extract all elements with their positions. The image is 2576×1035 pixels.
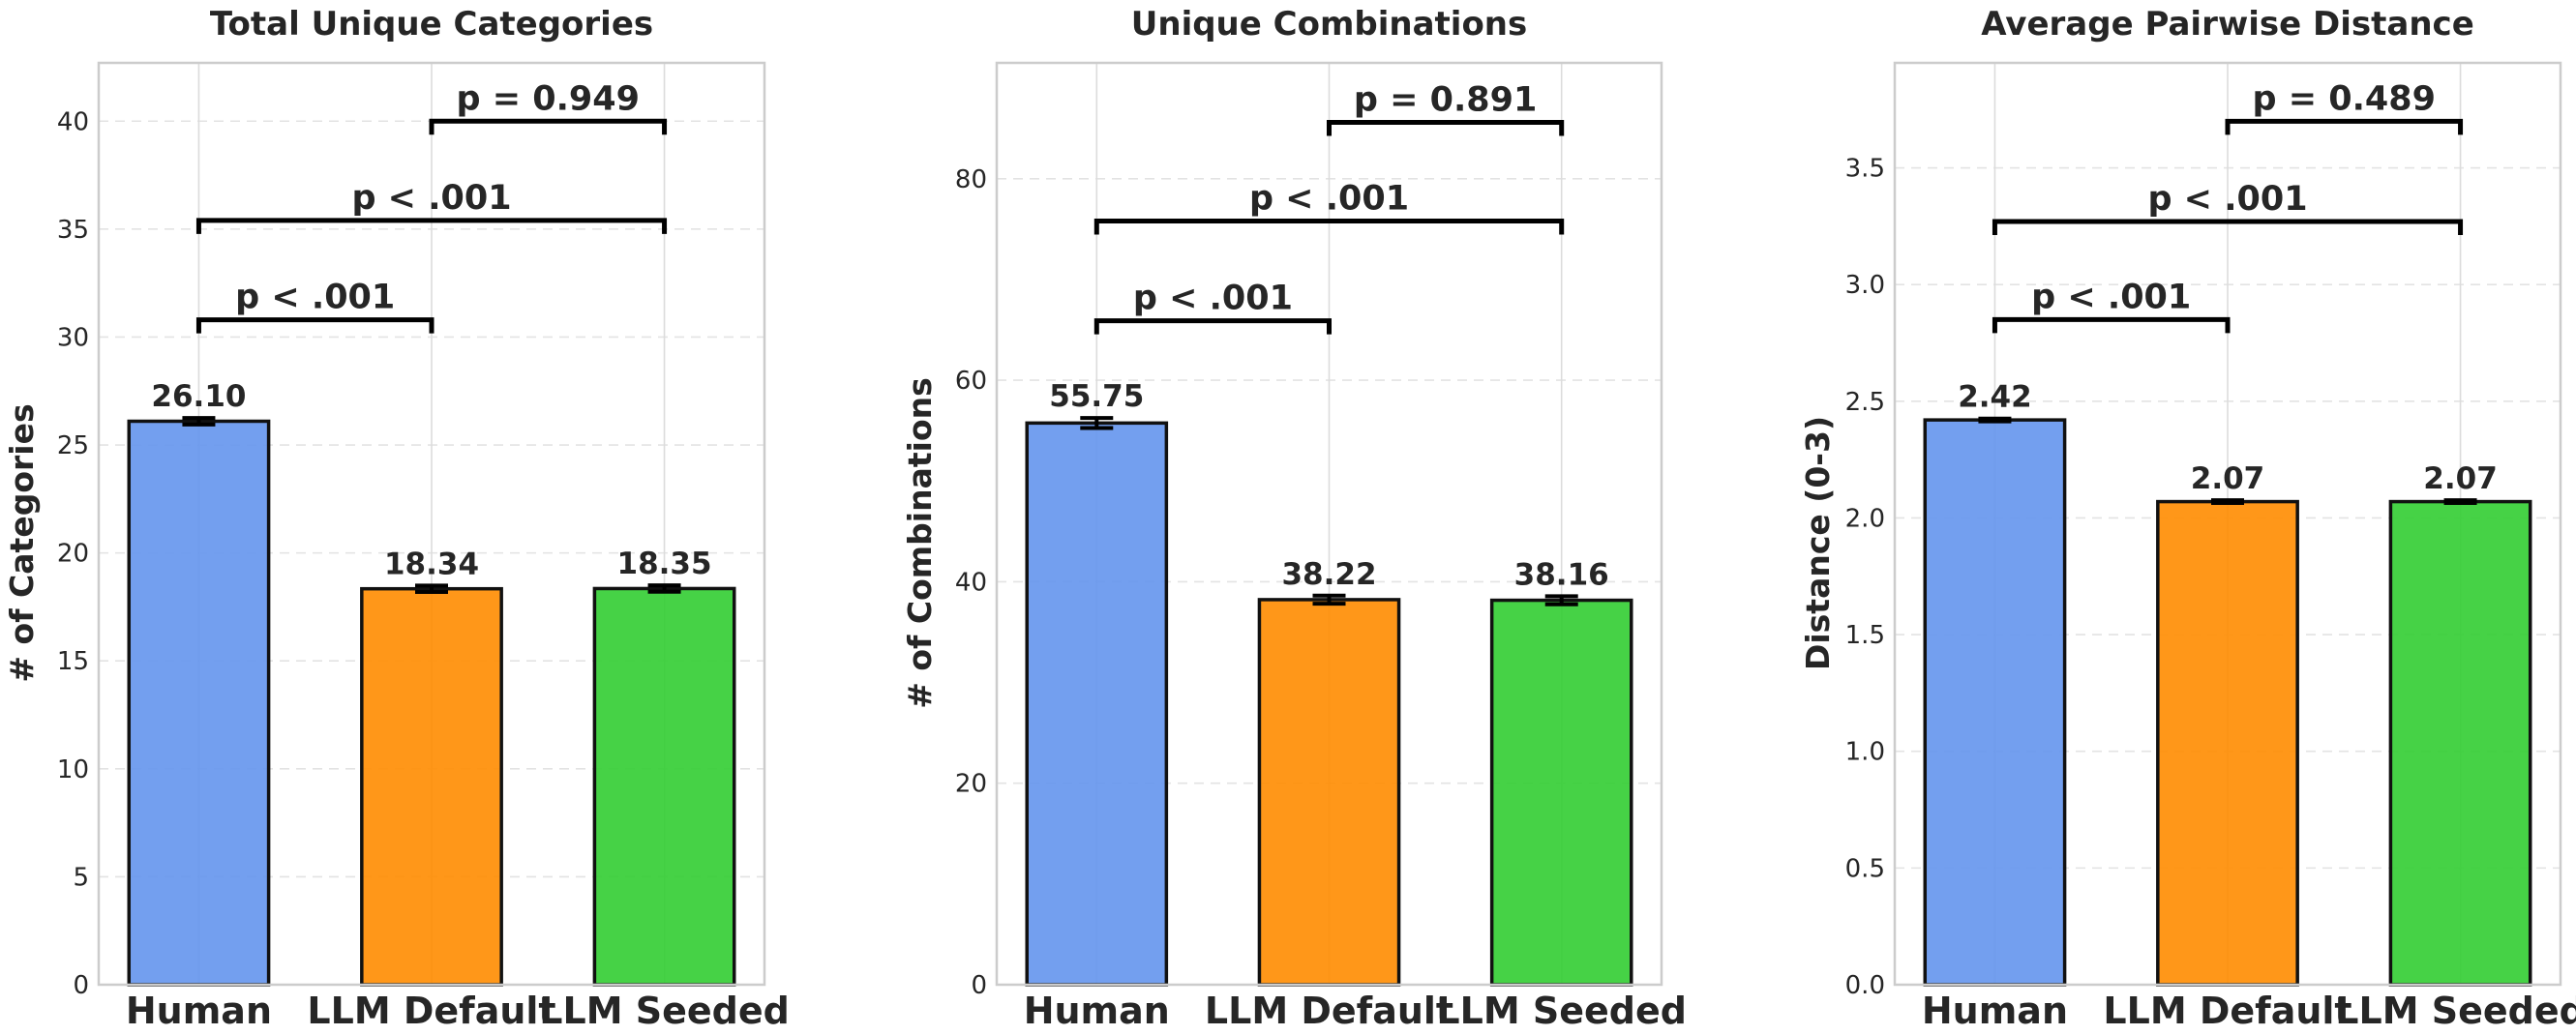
p-value-label: p < .001 xyxy=(235,279,395,317)
y-axis-label: Distance (0-3) xyxy=(1799,416,1837,670)
x-tick-label: Human xyxy=(1024,990,1170,1032)
significance-bracket: p = 0.891 xyxy=(1327,80,1565,136)
x-tick-label: LLM Default xyxy=(1205,990,1453,1032)
y-tick-label: 0.5 xyxy=(1845,854,1885,883)
x-tick-label: Human xyxy=(126,990,272,1032)
error-bar xyxy=(182,416,216,427)
bar-human xyxy=(127,419,271,987)
y-tick-label: 2.0 xyxy=(1845,504,1885,533)
x-tick-label: LLM Seeded xyxy=(539,990,790,1032)
significance-bracket: p < .001 xyxy=(1093,280,1332,335)
bracket-line xyxy=(1093,318,1332,335)
bar-human xyxy=(1025,421,1169,987)
y-tick-label: 60 xyxy=(955,367,987,396)
bracket-line xyxy=(195,218,668,234)
y-tick-label: 0 xyxy=(73,971,89,1000)
x-tick-label: LLM Default xyxy=(307,990,555,1032)
significance-bracket: p = 0.489 xyxy=(2225,79,2464,135)
significance-bracket: p < .001 xyxy=(195,179,668,234)
y-tick-label: 5 xyxy=(73,863,89,892)
bar-human xyxy=(1923,418,2067,987)
y-tick-label: 15 xyxy=(57,647,89,676)
y-tick-label: 20 xyxy=(57,540,89,569)
y-tick-label: 40 xyxy=(57,107,89,136)
y-tick-label: 25 xyxy=(57,431,89,460)
significance-bracket: p < .001 xyxy=(1992,278,2231,334)
y-tick-label: 3.5 xyxy=(1845,155,1885,184)
bracket-line xyxy=(1093,219,1565,235)
error-bar xyxy=(1080,416,1114,430)
value-label: 26.10 xyxy=(151,379,246,414)
y-axis-label: # of Combinations xyxy=(901,377,939,709)
significance-bracket: p < .001 xyxy=(195,279,434,334)
error-bar xyxy=(1978,416,2012,424)
error-bar xyxy=(2443,498,2477,506)
x-tick-label: Human xyxy=(1922,990,2068,1032)
x-tick-label: LLM Seeded xyxy=(1436,990,1687,1032)
y-tick-label: 0 xyxy=(971,971,987,1000)
bracket-line xyxy=(1992,316,2231,334)
y-tick-label: 1.0 xyxy=(1845,738,1885,767)
y-tick-label: 20 xyxy=(955,770,987,799)
chart-title: Unique Combinations xyxy=(1131,5,1528,44)
bar-llm-seeded xyxy=(2388,499,2532,987)
plot-frame xyxy=(1893,61,2562,987)
value-label: 55.75 xyxy=(1049,379,1144,414)
y-tick-label: 10 xyxy=(57,755,89,784)
value-label: 2.07 xyxy=(2423,461,2498,496)
x-tick-label: LLM Seeded xyxy=(2335,990,2576,1032)
bracket-line xyxy=(195,317,434,334)
bar-llm-seeded xyxy=(1489,598,1633,987)
bracket-line xyxy=(1992,219,2464,236)
significance-bracket: p < .001 xyxy=(1992,180,2464,236)
chart-title: Total Unique Categories xyxy=(210,5,653,44)
chart-title: Average Pairwise Distance xyxy=(1981,5,2474,44)
p-value-label: p = 0.489 xyxy=(2253,79,2436,118)
bracket-line xyxy=(2225,118,2464,135)
value-label: 2.07 xyxy=(2191,461,2265,496)
y-tick-label: 35 xyxy=(57,216,89,245)
chart-panel-2: 55.75 38.22 38.16 p < .001 p < .001 p = 0.891… xyxy=(901,5,1687,1032)
bar-llm-seeded xyxy=(592,586,736,987)
bracket-line xyxy=(1327,119,1565,136)
error-bar xyxy=(2211,498,2244,506)
p-value-label: p = 0.891 xyxy=(1354,80,1537,119)
bracket-line xyxy=(429,118,668,135)
y-tick-label: 80 xyxy=(955,165,987,194)
error-bar xyxy=(1544,594,1578,606)
error-bar xyxy=(415,583,448,595)
bar-llm-default xyxy=(1257,598,1401,987)
value-label: 38.22 xyxy=(1281,557,1376,592)
value-label: 38.16 xyxy=(1514,557,1609,592)
y-tick-label: 2.5 xyxy=(1845,388,1885,417)
x-tick-label: LLM Default xyxy=(2103,990,2351,1032)
p-value-label: p < .001 xyxy=(1133,280,1293,318)
plot-frame xyxy=(995,61,1663,987)
significance-bracket: p = 0.949 xyxy=(429,79,668,135)
p-value-label: p < .001 xyxy=(1249,180,1409,219)
plot-frame xyxy=(97,61,766,987)
error-bar xyxy=(647,583,681,594)
chart-panel-3: 2.42 2.07 2.07 p < .001 p < .001 p = 0.489 0.0… xyxy=(1799,5,2576,1032)
y-tick-label: 40 xyxy=(955,568,987,597)
value-label: 2.42 xyxy=(1958,380,2032,415)
bar-llm-default xyxy=(360,586,503,987)
y-axis-label: # of Categories xyxy=(3,403,41,682)
chart-panel-1: 26.10 18.34 18.35 p < .001 p < .001 p = 0.949… xyxy=(3,5,790,1032)
y-tick-label: 30 xyxy=(57,323,89,352)
y-tick-label: 3.0 xyxy=(1845,271,1885,300)
value-label: 18.34 xyxy=(384,547,479,581)
value-label: 18.35 xyxy=(617,547,712,581)
bar-llm-default xyxy=(2156,499,2299,987)
p-value-label: p < .001 xyxy=(2147,180,2307,219)
error-bar xyxy=(1312,593,1346,606)
y-tick-label: 0.0 xyxy=(1845,971,1885,1000)
y-tick-label: 1.5 xyxy=(1845,621,1885,650)
significance-bracket: p < .001 xyxy=(1093,180,1565,235)
p-value-label: p = 0.949 xyxy=(457,79,640,118)
p-value-label: p < .001 xyxy=(2031,278,2191,316)
p-value-label: p < .001 xyxy=(351,179,511,218)
